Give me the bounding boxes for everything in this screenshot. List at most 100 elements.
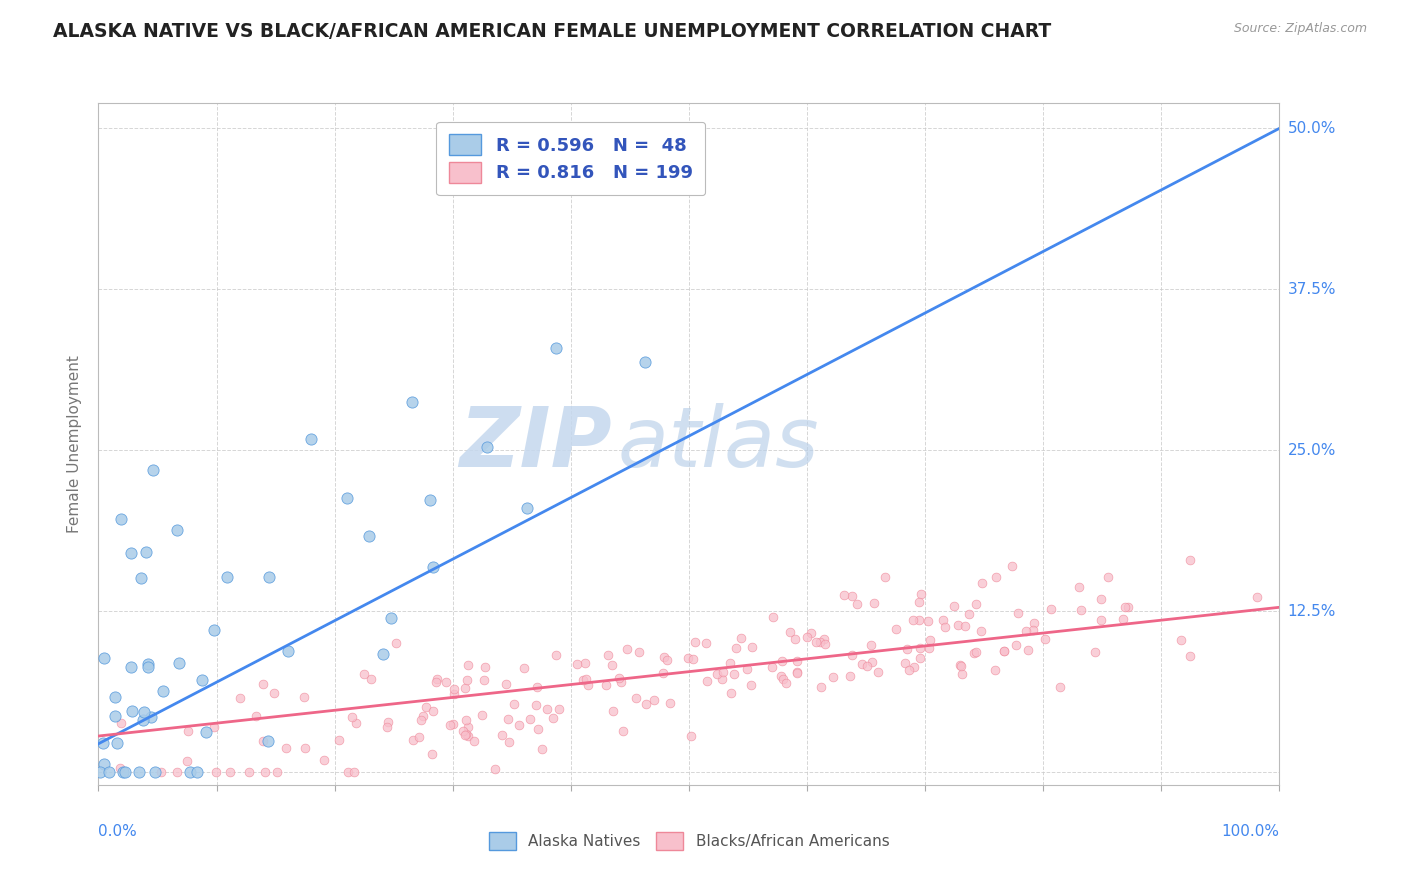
Point xyxy=(652,665,675,680)
Point xyxy=(683,635,706,649)
Point xyxy=(254,765,277,780)
Point xyxy=(179,765,201,780)
Point xyxy=(412,709,434,723)
Point xyxy=(110,512,132,526)
Point xyxy=(984,570,1007,584)
Point xyxy=(166,523,188,537)
Point xyxy=(841,648,863,662)
Point xyxy=(838,669,860,683)
Point xyxy=(463,734,485,748)
Point xyxy=(706,667,728,681)
Point xyxy=(779,624,801,639)
Point xyxy=(454,714,477,728)
Point xyxy=(957,607,980,621)
Point xyxy=(343,765,366,780)
Point xyxy=(970,624,993,639)
Point xyxy=(166,765,188,780)
Point xyxy=(111,765,134,780)
Point xyxy=(813,632,835,646)
Point xyxy=(526,680,548,694)
Point xyxy=(993,644,1015,658)
Point xyxy=(602,704,624,718)
Point xyxy=(718,656,741,670)
Point xyxy=(524,698,547,712)
Point xyxy=(128,765,150,780)
Point xyxy=(105,736,128,750)
Point xyxy=(245,708,267,723)
Point xyxy=(624,690,647,705)
Point xyxy=(194,725,217,739)
Point xyxy=(150,765,173,780)
Point xyxy=(1039,601,1062,615)
Point xyxy=(519,712,541,726)
Point xyxy=(546,341,568,355)
Text: ZIP: ZIP xyxy=(460,403,612,484)
Point xyxy=(439,718,461,732)
Point xyxy=(884,622,907,636)
Point xyxy=(762,610,785,624)
Point xyxy=(856,658,879,673)
Point xyxy=(456,673,478,687)
Point xyxy=(134,705,156,719)
Y-axis label: Female Unemployment: Female Unemployment xyxy=(67,355,83,533)
Point xyxy=(946,617,969,632)
Point xyxy=(903,660,925,674)
Point xyxy=(484,762,506,776)
Point xyxy=(627,645,650,659)
Point xyxy=(1097,570,1119,584)
Point xyxy=(695,636,717,650)
Point xyxy=(93,756,115,771)
Point xyxy=(385,636,408,650)
Point xyxy=(257,570,280,584)
Point xyxy=(1015,624,1038,639)
Point xyxy=(292,690,315,705)
Point xyxy=(340,710,363,724)
Point xyxy=(527,722,550,736)
Point xyxy=(470,707,492,722)
Point xyxy=(676,651,699,665)
Point xyxy=(120,546,142,560)
Point xyxy=(274,740,297,755)
Point xyxy=(472,673,495,688)
Point xyxy=(943,599,966,613)
Text: atlas: atlas xyxy=(619,403,820,484)
Point xyxy=(720,686,742,700)
Point xyxy=(422,704,444,718)
Point xyxy=(918,640,941,655)
Point xyxy=(513,661,536,675)
Point xyxy=(152,684,174,698)
Point xyxy=(1022,615,1045,630)
Point xyxy=(415,699,437,714)
Point xyxy=(104,690,127,704)
Point xyxy=(901,613,924,627)
Point xyxy=(360,672,382,686)
Point xyxy=(636,697,658,711)
Point xyxy=(426,672,449,686)
Point xyxy=(1069,581,1091,595)
Point xyxy=(373,648,395,662)
Point xyxy=(420,747,443,761)
Point xyxy=(97,765,120,780)
Point xyxy=(821,670,844,684)
Point xyxy=(1180,553,1202,567)
Point xyxy=(910,587,932,601)
Point xyxy=(772,672,794,686)
Point xyxy=(1246,591,1268,605)
Point xyxy=(411,713,433,727)
Text: 37.5%: 37.5% xyxy=(1288,282,1336,297)
Point xyxy=(814,636,837,650)
Point xyxy=(932,613,955,627)
Point xyxy=(353,667,375,681)
Text: 50.0%: 50.0% xyxy=(1288,120,1336,136)
Point xyxy=(846,597,869,611)
Point xyxy=(139,710,162,724)
Point xyxy=(965,645,987,659)
Point xyxy=(541,711,564,725)
Point xyxy=(655,653,678,667)
Point xyxy=(451,723,474,738)
Point xyxy=(862,596,884,610)
Point xyxy=(860,655,883,669)
Point xyxy=(135,544,157,558)
Point xyxy=(205,765,228,780)
Point xyxy=(1049,680,1071,694)
